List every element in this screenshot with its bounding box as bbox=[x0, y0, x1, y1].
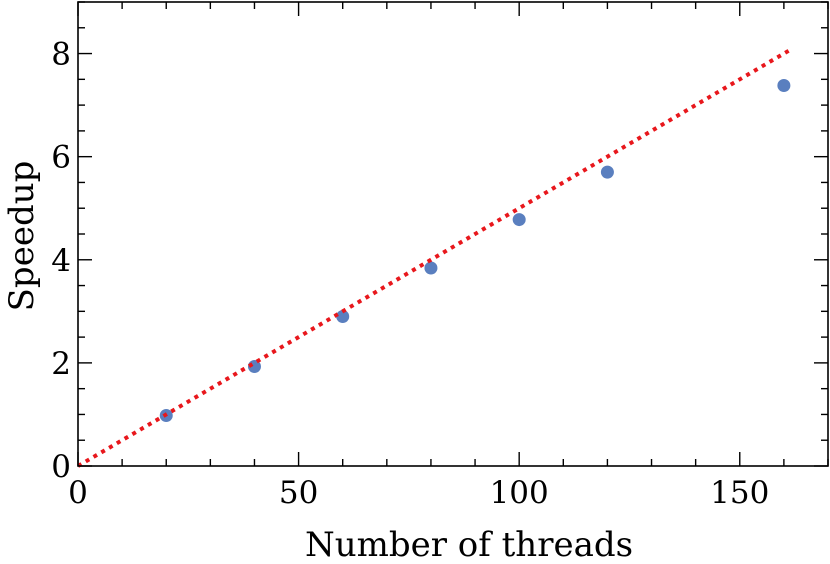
axis-ticks bbox=[77, 1, 829, 467]
y-tick-label: 6 bbox=[51, 140, 71, 176]
x-tick-label: 100 bbox=[490, 475, 549, 511]
x-tick-label: 50 bbox=[279, 475, 318, 511]
x-axis-label: Number of threads bbox=[305, 525, 633, 564]
y-tick-label: 2 bbox=[51, 346, 71, 382]
x-tick-labels: 0 50 100 150 bbox=[68, 475, 769, 511]
data-point bbox=[336, 309, 350, 323]
y-tick-label: 0 bbox=[51, 449, 71, 485]
y-axis-label: Speedup bbox=[2, 161, 42, 312]
ideal-speedup-line bbox=[76, 46, 794, 468]
x-tick-label: 0 bbox=[68, 475, 88, 511]
data-point bbox=[777, 79, 791, 93]
plot-frame bbox=[77, 1, 829, 467]
y-tick-label: 8 bbox=[51, 37, 71, 73]
data-point bbox=[512, 213, 526, 227]
data-point bbox=[424, 261, 438, 275]
x-tick-label: 150 bbox=[710, 475, 769, 511]
y-tick-labels: 0 2 4 6 8 bbox=[51, 37, 71, 485]
series-layer bbox=[76, 46, 794, 468]
data-point bbox=[600, 165, 614, 179]
y-tick-label: 4 bbox=[51, 243, 71, 279]
